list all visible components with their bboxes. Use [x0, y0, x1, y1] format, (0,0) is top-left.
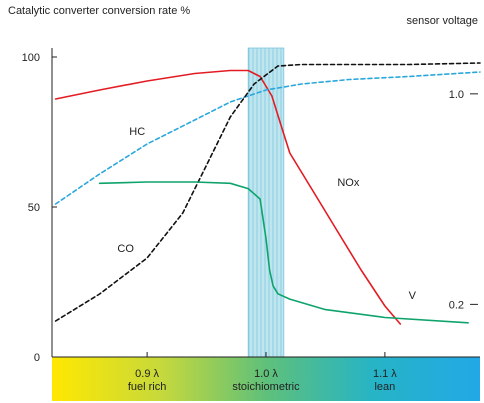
lambda-band-label: 0.9 λ: [135, 368, 159, 380]
series-label-nox: NOx: [337, 177, 360, 189]
series-line-co: [54, 62, 481, 322]
series-line-v: [98, 181, 469, 324]
lambda-gradient-band: [52, 357, 480, 401]
lambda-band-label: fuel rich: [128, 381, 167, 393]
stoichiometric-window: [247, 47, 285, 358]
y-tick-label-left: 100: [22, 52, 40, 64]
lambda-band-label: 1.0 λ: [254, 368, 278, 380]
lambda-band-label: stoichiometric: [232, 381, 300, 393]
y-tick-label-left: 0: [34, 352, 40, 364]
series-line-hc: [54, 71, 481, 205]
y-axis-label-left: Catalytic converter conversion rate %: [8, 5, 191, 17]
y-axis-label-right: sensor voltage: [406, 15, 478, 27]
y-tick-label-left: 50: [28, 202, 40, 214]
lambda-band-label: lean: [374, 381, 395, 393]
y-tick-label-right: 0.2: [449, 299, 464, 311]
series-line-nox: [54, 69, 402, 325]
series-label-v: V: [409, 290, 417, 302]
series-label-co: CO: [117, 243, 134, 255]
y-tick-label-right: 1.0: [449, 89, 464, 101]
lambda-band-label: 1.1 λ: [373, 368, 397, 380]
series-label-hc: HC: [129, 126, 145, 138]
